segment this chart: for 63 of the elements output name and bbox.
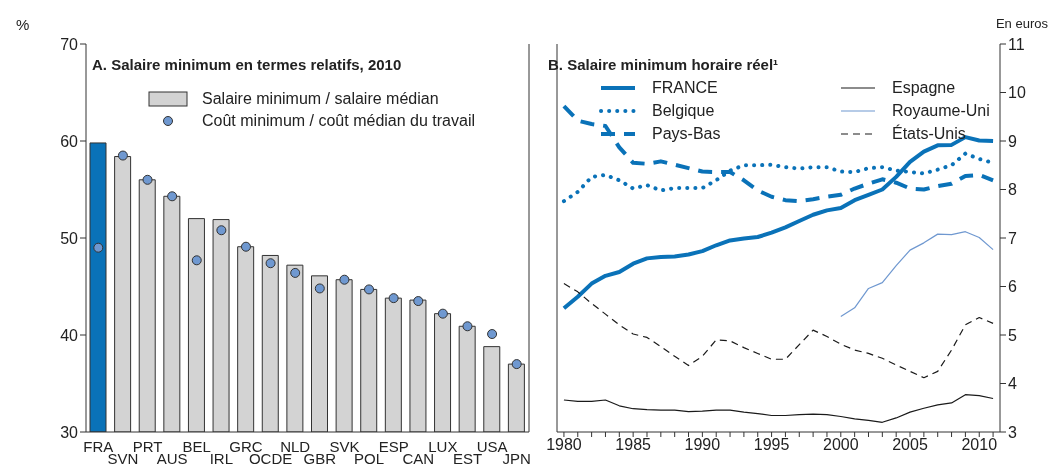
x-tick-label: 2000 bbox=[823, 436, 859, 454]
text: A. Salaire minimum en termes relatifs, 2010 bbox=[92, 56, 402, 73]
x-tick-label: NLD bbox=[280, 438, 311, 455]
x-tick-label: 2005 bbox=[892, 436, 928, 454]
legend-label: Espagne bbox=[892, 78, 956, 97]
y2-tick-label: 11 bbox=[1008, 35, 1025, 53]
y2-tick-label: 8 bbox=[1008, 181, 1017, 199]
y2-tick-label: 9 bbox=[1008, 132, 1017, 150]
line-series bbox=[840, 231, 994, 318]
point bbox=[142, 174, 153, 185]
point bbox=[437, 308, 448, 319]
line-series bbox=[563, 394, 994, 423]
point bbox=[487, 329, 498, 340]
y2-axis-title: En euros bbox=[995, 16, 1048, 31]
y-tick-label: 50 bbox=[60, 229, 79, 247]
y-tick-label: 60 bbox=[60, 132, 79, 150]
point bbox=[388, 293, 399, 304]
legend-label: Salaire minimum / salaire médian bbox=[202, 90, 439, 108]
point bbox=[265, 258, 276, 269]
y2-tick-label: 5 bbox=[1008, 326, 1017, 344]
point bbox=[364, 284, 375, 295]
point bbox=[314, 283, 325, 294]
y2-tick-label: 4 bbox=[1008, 375, 1017, 393]
point bbox=[462, 321, 473, 332]
x-tick-label: LUX bbox=[428, 438, 458, 455]
y-axis-title: % bbox=[16, 16, 30, 33]
legend-label: Pays-Bas bbox=[652, 124, 721, 143]
point bbox=[240, 241, 251, 252]
legend-label: FRANCE bbox=[652, 78, 718, 97]
y2-tick-label: 10 bbox=[1008, 84, 1026, 102]
legend-label: Royaume-Uni bbox=[892, 101, 990, 120]
x-tick-label: 1990 bbox=[684, 436, 721, 454]
y2-tick-label: 7 bbox=[1008, 229, 1017, 247]
point bbox=[216, 225, 227, 236]
point bbox=[290, 267, 301, 278]
x-tick-label: 2010 bbox=[961, 436, 998, 454]
x-tick-label: GRC bbox=[229, 438, 263, 455]
x-tick-label: FRA bbox=[83, 438, 114, 455]
point bbox=[117, 150, 128, 161]
point bbox=[511, 359, 522, 370]
y-tick-label: 40 bbox=[60, 326, 79, 344]
x-tick-label: BEL bbox=[182, 438, 211, 455]
point bbox=[93, 242, 104, 253]
x-tick-label: USA bbox=[476, 438, 508, 455]
y-tick-label: 30 bbox=[60, 423, 79, 441]
legend-label: Coût minimum / coût médian du travail bbox=[202, 112, 475, 130]
line-series bbox=[563, 282, 994, 379]
x-tick-label: 1985 bbox=[615, 436, 652, 454]
point bbox=[167, 191, 178, 202]
y2-tick-label: 3 bbox=[1008, 423, 1017, 441]
x-tick-label: ESP bbox=[378, 438, 409, 455]
y2-tick-label: 6 bbox=[1008, 278, 1017, 296]
text: B. Salaire minimum horaire réel¹ bbox=[548, 56, 779, 73]
x-tick-label: 1995 bbox=[753, 436, 790, 454]
x-tick-label: PRT bbox=[132, 438, 163, 455]
point bbox=[413, 296, 424, 307]
x-tick-label: 1980 bbox=[546, 436, 582, 454]
legend-label: États-Unis bbox=[892, 124, 966, 143]
point bbox=[191, 255, 202, 266]
point bbox=[339, 274, 350, 285]
y-tick-label: 70 bbox=[60, 35, 79, 53]
x-tick-label: SVK bbox=[329, 438, 360, 455]
legend-label: Belgique bbox=[652, 101, 715, 120]
